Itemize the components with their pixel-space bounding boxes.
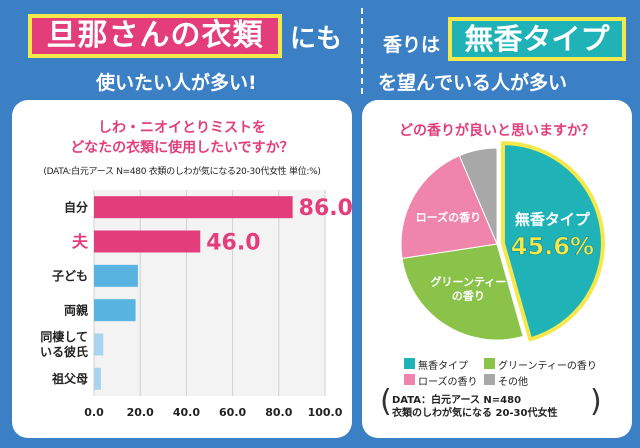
bar-2	[94, 264, 138, 287]
bar-category-label: 子ども	[52, 269, 88, 283]
pie-data-note-line2: 衣類のしわが気になる 20-30代女性	[392, 408, 558, 419]
legend-label-rose: ローズの香り	[418, 377, 478, 388]
headline-left-boxed-text: 旦那さんの衣類	[46, 18, 264, 53]
bar-5	[94, 367, 101, 390]
pie-value-mukou: 45.6%	[511, 232, 594, 260]
bar-4	[94, 333, 104, 356]
bar-category-label: 夫	[72, 232, 89, 251]
bar-category-label: 自分	[64, 199, 88, 214]
legend-swatch-other	[484, 374, 495, 385]
headline-right-line2: を望んでいる人が多い	[378, 72, 568, 94]
bar-x-tick-label: 80.0	[265, 406, 292, 419]
pie-data-note: DATA：白元アース N=480 衣類のしわが気になる 20-30代女性	[392, 394, 592, 420]
legend-swatch-rose	[404, 374, 415, 385]
data-note-close-paren: )	[590, 384, 602, 419]
headline-divider	[361, 8, 363, 94]
legend-label-greentea: グリーンティーの香り	[498, 361, 597, 372]
headline-right-prefix: 香りは	[383, 34, 441, 56]
pie-slice-mukou	[500, 141, 605, 342]
legend-label-other: その他	[498, 377, 528, 388]
bar-x-tick-label: 40.0	[173, 406, 200, 419]
bar-value-label: 86.0	[299, 196, 353, 221]
pie-chart-title: どの香りが良いと思いますか？	[399, 123, 595, 139]
bar-chart-title-line1: しわ・ニオイとりミストを	[98, 120, 266, 136]
bar-category-label: 同棲して	[40, 329, 88, 344]
bar-chart-title-line2: どなたの衣類に使用したいですか？	[70, 140, 294, 156]
bar-0	[94, 196, 293, 219]
bar-category-label: 両親	[64, 302, 88, 317]
pie-slice-greentea	[401, 243, 524, 341]
pie-slice-other	[458, 147, 498, 245]
legend-swatch-greentea	[484, 358, 495, 369]
bar-chart-plot-area	[94, 190, 325, 396]
headline-left-suffix: にも	[290, 24, 343, 54]
pie-label-mukou: 無香タイプ	[515, 210, 591, 228]
headline-right-box	[448, 17, 626, 61]
legend-label-mukou: 無香タイプ	[418, 361, 468, 372]
bar-1	[94, 230, 201, 253]
bar-chart-data-note: (DATA:白元アース N=480 衣類のしわが気になる20-30代女性 単位:…	[43, 167, 321, 177]
legend-swatch-mukou	[404, 358, 415, 369]
pie-slice-rose	[400, 155, 498, 259]
bar-category-label: いる彼氏	[40, 344, 88, 359]
pie-data-note-line1: DATA：白元アース N=480	[392, 395, 522, 406]
headline-left-line2: 使いたい人が多い!	[96, 72, 257, 94]
headline-right-boxed-text: 無香タイプ	[464, 22, 610, 56]
bar-x-tick-label: 0.0	[84, 406, 104, 419]
bar-category-label: 祖父母	[51, 371, 88, 386]
pie-label-greentea: グリーンティー	[431, 274, 507, 288]
bar-x-tick-label: 60.0	[219, 406, 246, 419]
bar-value-label: 46.0	[206, 231, 260, 256]
bar-3	[94, 299, 136, 322]
data-note-open-paren: (	[380, 384, 392, 419]
bar-x-tick-label: 20.0	[127, 406, 154, 419]
bar-x-tick-label: 100.0	[308, 406, 343, 419]
pie-label-rose: ローズの香り	[416, 210, 481, 224]
pie-label-greentea: の香り	[452, 288, 485, 302]
bar-chart-title: しわ・ニオイとりミストを どなたの衣類に使用したいですか？	[12, 118, 352, 158]
headline-left-box	[28, 14, 282, 58]
